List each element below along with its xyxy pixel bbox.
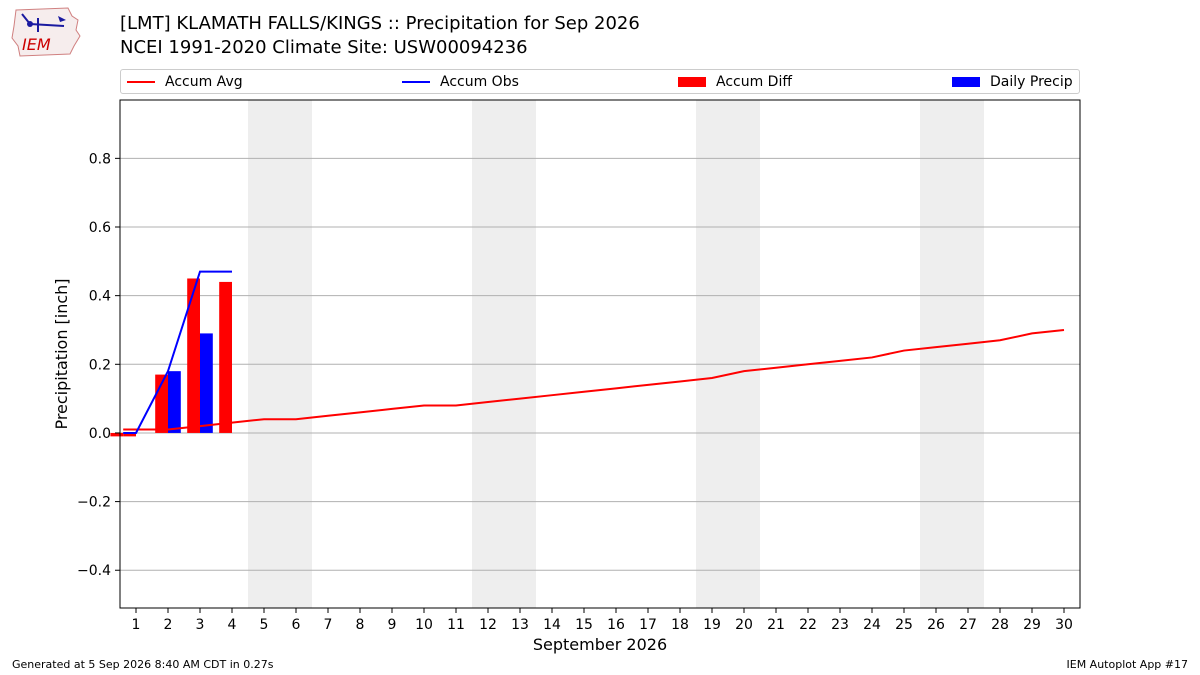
- x-tick-label: 25: [895, 617, 913, 633]
- accum-avg-line: [123, 328, 1065, 431]
- x-tick-label: 24: [863, 617, 881, 633]
- legend-swatch-daily-precip: [952, 76, 980, 87]
- legend-item-accum-diff: Accum Diff: [678, 70, 792, 93]
- x-tick-label: 28: [991, 617, 1009, 633]
- accum-diff-bar: [123, 432, 136, 437]
- x-tick-label: 5: [260, 617, 269, 633]
- x-tick-label: 30: [1055, 617, 1073, 633]
- x-tick-label: 21: [767, 617, 785, 633]
- accum-diff-bar: [219, 281, 232, 433]
- x-tick-label: 29: [1023, 617, 1041, 633]
- x-tick-label: 16: [607, 617, 625, 633]
- y-tick-label: 0.6: [89, 220, 111, 236]
- legend-item-accum-obs: Accum Obs: [402, 70, 519, 93]
- x-tick-label: 1: [132, 617, 141, 633]
- x-tick-label: 20: [735, 617, 753, 633]
- y-tick-label: 0.8: [89, 151, 111, 167]
- y-tick-label: 0.2: [89, 357, 111, 373]
- weekend-shade: [696, 100, 760, 608]
- accum-obs-line: [123, 270, 232, 434]
- legend-swatch-accum-diff: [678, 76, 706, 87]
- x-tick-label: 14: [543, 617, 561, 633]
- x-tick-label: 23: [831, 617, 849, 633]
- legend-label-accum-avg: Accum Avg: [165, 73, 243, 90]
- x-tick-label: 12: [479, 617, 497, 633]
- x-tick-label: 22: [799, 617, 817, 633]
- logo-text: IEM: [22, 35, 51, 54]
- y-tick-label: −0.4: [77, 563, 111, 579]
- x-axis-label: September 2026: [533, 635, 667, 654]
- legend-item-daily-precip: Daily Precip: [952, 70, 1073, 93]
- x-tick-label: 27: [959, 617, 977, 633]
- daily-precip-bar: [168, 371, 181, 433]
- weekend-shade: [920, 100, 984, 608]
- y-tick-label: −0.2: [77, 495, 111, 511]
- y-tick-label: 0.4: [89, 289, 111, 305]
- x-tick-label: 8: [356, 617, 365, 633]
- title-line-2: NCEI 1991-2020 Climate Site: USW00094236: [120, 37, 528, 58]
- legend-swatch-accum-avg: [127, 80, 155, 83]
- plot-frame: [119, 99, 1081, 609]
- x-tick-label: 18: [671, 617, 689, 633]
- y-axis-label: Precipitation [inch]: [52, 278, 71, 429]
- footer-generated: Generated at 5 Sep 2026 8:40 AM CDT in 0…: [12, 658, 274, 671]
- weekend-shade: [248, 100, 312, 608]
- x-tick-label: 15: [575, 617, 593, 633]
- x-tick-label: 17: [639, 617, 657, 633]
- x-tick-label: 11: [447, 617, 465, 633]
- daily-precip-bar: [200, 333, 213, 433]
- legend-item-accum-avg: Accum Avg: [127, 70, 243, 93]
- x-tick-label: 3: [196, 617, 205, 633]
- x-tick-label: 4: [228, 617, 237, 633]
- legend: Accum Avg Accum Obs Accum Diff Daily Pre…: [120, 69, 1080, 94]
- x-tick-label: 7: [324, 617, 333, 633]
- accum-diff-bar: [187, 278, 200, 433]
- legend-label-accum-diff: Accum Diff: [716, 73, 793, 90]
- y-tick-label: 0.0: [89, 426, 111, 442]
- x-tick-label: 9: [388, 617, 397, 633]
- legend-label-daily-precip: Daily Precip: [990, 73, 1073, 90]
- x-tick-label: 6: [292, 617, 301, 633]
- x-tick-label: 19: [703, 617, 721, 633]
- accum-diff-bar: [110, 432, 124, 437]
- iem-logo: IEM: [8, 6, 84, 60]
- x-tick-label: 10: [415, 617, 433, 633]
- x-tick-label: 2: [164, 617, 173, 633]
- weekend-shade: [472, 100, 536, 608]
- x-tick-label: 13: [511, 617, 529, 633]
- footer-app: IEM Autoplot App #17: [1066, 658, 1189, 671]
- legend-swatch-accum-obs: [402, 80, 430, 83]
- x-tick-label: 26: [927, 617, 945, 633]
- legend-label-accum-obs: Accum Obs: [440, 73, 519, 90]
- title-line-1: [LMT] KLAMATH FALLS/KINGS :: Precipitati…: [120, 13, 640, 34]
- chart-title: [LMT] KLAMATH FALLS/KINGS :: Precipitati…: [120, 12, 640, 60]
